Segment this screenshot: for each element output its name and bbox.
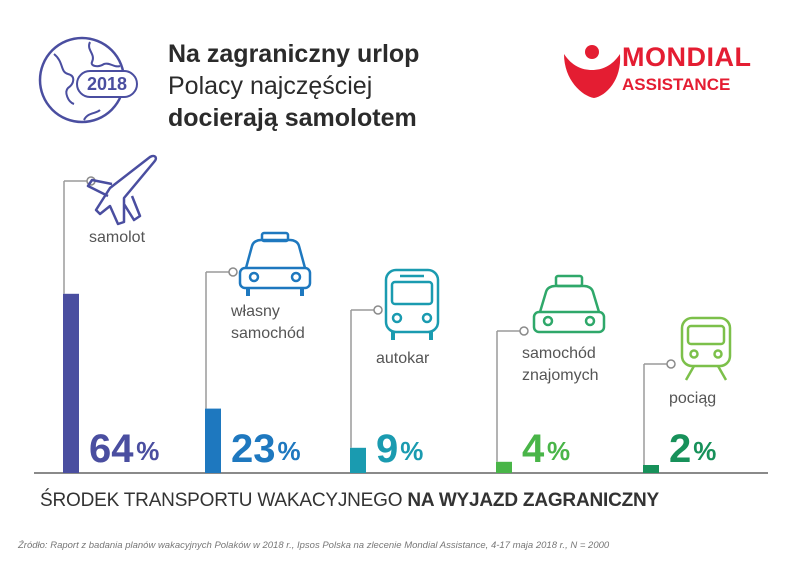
title-line-1: Na zagraniczny urlop — [168, 40, 420, 68]
plane-icon — [86, 154, 158, 226]
value-unit-2: % — [278, 436, 301, 466]
category-label-2: samochód — [231, 325, 305, 342]
mondial-logo-icon — [564, 45, 621, 98]
value-unit-4: % — [547, 436, 570, 466]
category-label-2: własny — [230, 303, 280, 320]
value-unit-5: % — [693, 436, 716, 466]
connector-dot — [519, 326, 529, 336]
category-label-1: samolot — [89, 229, 146, 246]
category-label-3: autokar — [376, 350, 430, 367]
category-label-4: znajomych — [522, 367, 598, 384]
train-icon — [680, 316, 732, 381]
category-label-5: pociąg — [669, 390, 716, 407]
year-badge: 2018 — [76, 70, 138, 98]
connector-dot — [373, 305, 383, 315]
value-label-3: 9 — [376, 427, 398, 471]
x-axis-label-regular: ŚRODEK TRANSPORTU WAKACYJNEGO — [40, 490, 403, 511]
page-title: Na zagraniczny urlop Polacy najczęściej … — [168, 38, 419, 134]
x-axis-label-bold: NA WYJAZD ZAGRANICZNY — [407, 490, 659, 511]
bar-3 — [350, 447, 366, 473]
title-line-2: Polacy najczęściej — [168, 72, 373, 100]
value-label-5: 2 — [669, 427, 691, 471]
title-line-3: docierają samolotem — [168, 104, 417, 132]
bar-1 — [63, 293, 79, 473]
logo-text-assistance: ASSISTANCE — [622, 75, 731, 94]
value-label-2: 23 — [231, 427, 276, 471]
connector-dot — [666, 359, 676, 369]
taxi-icon — [532, 274, 606, 334]
value-label-4: 4 — [522, 427, 545, 471]
value-unit-1: % — [136, 436, 159, 466]
bar-2 — [205, 408, 221, 473]
bar-5 — [643, 465, 659, 473]
bus-icon — [384, 268, 440, 340]
car-icon — [238, 231, 312, 296]
x-axis-label: ŚRODEK TRANSPORTU WAKACYJNEGO NA WYJAZD … — [40, 490, 659, 512]
value-label-1: 64 — [89, 427, 134, 471]
value-unit-3: % — [400, 436, 423, 466]
source-note: Źródło: Raport z badania planów wakacyjn… — [18, 540, 610, 551]
category-label-4: samochód — [522, 345, 596, 362]
bar-4 — [496, 461, 512, 473]
connector-dot — [228, 267, 238, 277]
logo-text-mondial: MONDIAL — [622, 42, 752, 72]
